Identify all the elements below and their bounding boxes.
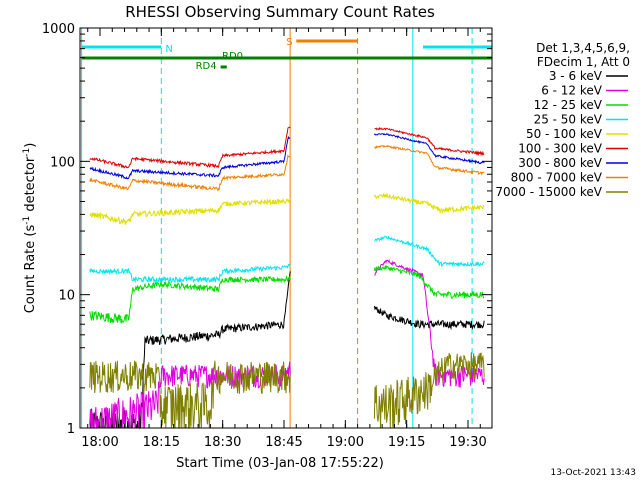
plot-frame <box>79 27 493 429</box>
x-tick-label-5: 19:15 <box>388 435 425 450</box>
x-tick-label-6: 19:30 <box>449 435 486 450</box>
y-tick-label-3: 1000 <box>42 22 75 37</box>
y-axis-label-main: Count Rate (s <box>23 225 38 314</box>
x-axis-label: Start Time (03-Jan-08 17:55:22) <box>176 456 384 471</box>
x-tick-label-3: 18:45 <box>265 435 302 450</box>
y-tick-label-0: 1 <box>67 422 75 437</box>
x-tick-label-1: 18:15 <box>143 435 180 450</box>
y-axis-label-end: ) <box>23 143 38 148</box>
legend-label-7: 800 - 7000 keV <box>511 171 603 185</box>
series-line-3 <box>89 235 485 284</box>
legend-label-4: 50 - 100 keV <box>526 127 603 141</box>
series-line-7 <box>89 144 485 192</box>
flag-label-rd0: RD0 <box>222 51 243 62</box>
series-line-6 <box>89 133 485 180</box>
series-line-8 <box>89 352 485 429</box>
series-line-1 <box>89 258 485 430</box>
series-lines <box>89 126 485 430</box>
legend-label-2: 12 - 25 keV <box>534 98 603 112</box>
legend-label-5: 100 - 300 keV <box>518 142 602 156</box>
flag-label-s: S <box>286 37 292 48</box>
legend-label-0: 3 - 6 keV <box>549 69 603 83</box>
x-axis-ticks: 18:00 18:15 18:30 18:45 19:00 19:15 19:30 <box>81 28 487 450</box>
x-tick-label-0: 18:00 <box>81 435 118 450</box>
status-flag-bars: N S RD0 RD4 <box>81 37 492 72</box>
legend: Det 1,3,4,5,6,9, FDecim 1, Att 0 3 - 6 k… <box>495 41 630 199</box>
x-tick-label-4: 19:00 <box>327 435 364 450</box>
legend-label-6: 300 - 800 keV <box>518 156 602 170</box>
legend-label-8: 7000 - 15000 keV <box>495 185 602 199</box>
legend-header-line-1: Det 1,3,4,5,6,9, <box>536 41 630 55</box>
flag-label-rd4: RD4 <box>196 61 217 72</box>
flag-label-n: N <box>165 44 172 55</box>
legend-label-3: 25 - 50 keV <box>534 113 603 127</box>
y-axis-label-middle: detector <box>23 156 38 216</box>
y-tick-label-1: 10 <box>58 289 75 304</box>
series-line-2 <box>89 265 485 324</box>
series-line-5 <box>89 126 485 169</box>
series-line-4 <box>89 192 485 225</box>
y-tick-label-2: 100 <box>50 155 75 170</box>
legend-header-line-2: FDecim 1, Att 0 <box>537 55 630 69</box>
y-axis-label: Count Rate (s-1 detector-1) <box>22 143 38 314</box>
legend-label-1: 6 - 12 keV <box>541 84 603 98</box>
y-axis-ticks: 1 10 100 1000 <box>42 22 492 437</box>
footer-timestamp: 13-Oct-2021 13:43 <box>551 468 636 478</box>
chart-title: RHESSI Observing Summary Count Rates <box>125 3 435 21</box>
x-tick-label-2: 18:30 <box>204 435 241 450</box>
y-axis-label-exponent-2: -1 <box>22 148 32 157</box>
y-axis-label-exponent: -1 <box>22 216 32 225</box>
